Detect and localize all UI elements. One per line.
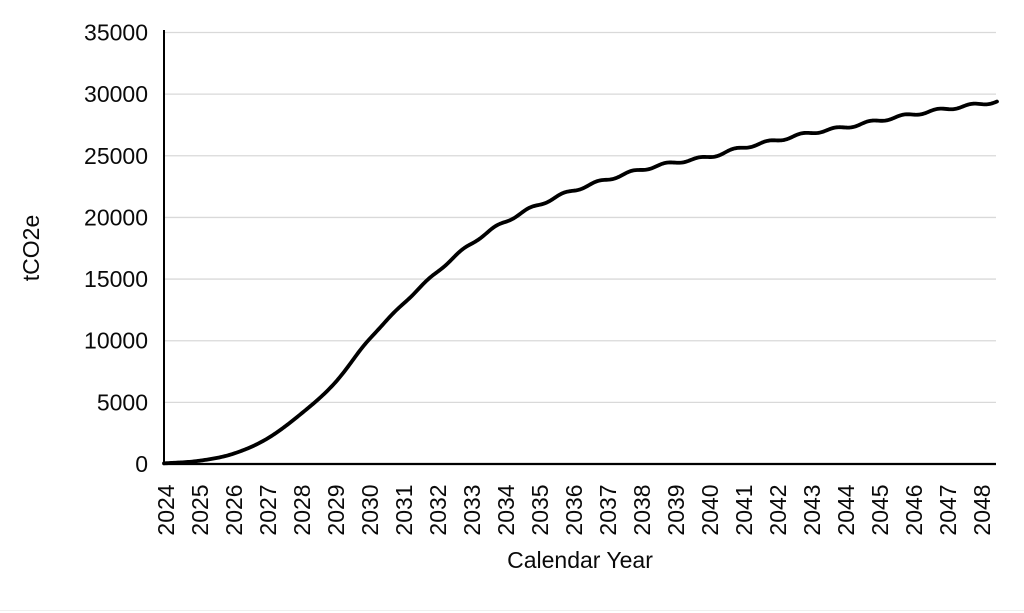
- x-tick-label: 2041: [731, 484, 757, 535]
- x-tick-label: 2040: [697, 484, 723, 535]
- x-tick-label: 2026: [221, 484, 247, 535]
- x-tick-label: 2045: [867, 484, 893, 535]
- gridlines-layer: [164, 31, 996, 404]
- y-tick-labels: 0 5000 10000 15000 20000 25000 30000 35000: [84, 20, 148, 478]
- y-tick-label: 25000: [84, 143, 148, 169]
- x-tick-label: 2037: [595, 484, 621, 535]
- x-tick-label: 2034: [493, 484, 519, 535]
- y-tick-label: 15000: [84, 266, 148, 292]
- y-tick-label: 5000: [97, 389, 148, 415]
- series-layer: [162, 99, 999, 466]
- bottom-divider-line: [0, 610, 1024, 611]
- x-tick-label: 2033: [459, 484, 485, 535]
- x-tick-label: 2030: [357, 484, 383, 535]
- y-tick-label: 35000: [84, 20, 148, 46]
- emissions-series-line: [162, 99, 999, 466]
- x-tick-label: 2043: [799, 484, 825, 535]
- y-tick-label: 10000: [84, 328, 148, 354]
- x-tick-label: 2038: [629, 484, 655, 535]
- x-tick-label: 2031: [391, 484, 417, 535]
- y-tick-label: 0: [135, 451, 148, 477]
- x-axis-title: Calendar Year: [507, 547, 653, 573]
- x-tick-label: 2028: [289, 484, 315, 535]
- y-tick-label: 20000: [84, 204, 148, 230]
- y-tick-label: 30000: [84, 81, 148, 107]
- x-tick-label: 2046: [901, 484, 927, 535]
- x-tick-label: 2036: [561, 484, 587, 535]
- y-axis-title: tCO2e: [18, 215, 44, 281]
- x-tick-label: 2047: [935, 484, 961, 535]
- x-tick-label: 2029: [323, 484, 349, 535]
- x-tick-label: 2044: [833, 484, 859, 535]
- x-tick-label: 2042: [765, 484, 791, 535]
- x-tick-label: 2048: [969, 484, 995, 535]
- x-tick-label: 2025: [187, 484, 213, 535]
- x-tick-label: 2032: [425, 484, 451, 535]
- x-tick-label: 2039: [663, 484, 689, 535]
- x-tick-labels: 2024 2025 2026 2027 2028 2029 2030 2031 2032 2033…: [153, 484, 995, 535]
- x-tick-label: 2027: [255, 484, 281, 535]
- x-tick-label: 2035: [527, 484, 553, 535]
- x-tick-label: 2024: [153, 484, 179, 535]
